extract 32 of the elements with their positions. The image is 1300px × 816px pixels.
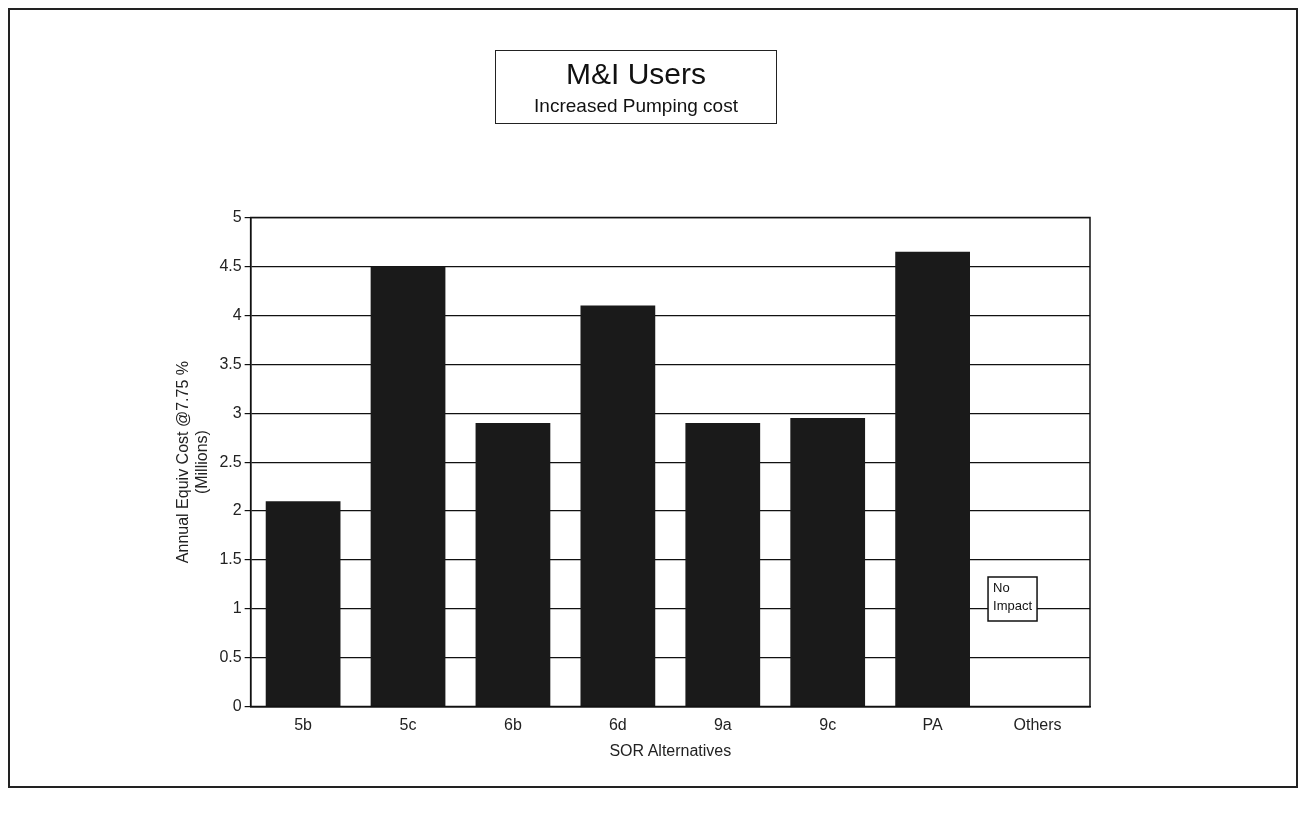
bar — [370, 266, 446, 706]
y-tick-label: 4 — [232, 305, 242, 323]
x-tick-label: 5c — [399, 715, 417, 733]
y-tick-label: 3.5 — [219, 354, 242, 372]
chart-title: M&I Users — [565, 57, 707, 91]
x-tick-label: 6b — [504, 715, 522, 733]
bar — [895, 251, 970, 706]
y-tick-label: 2 — [232, 501, 242, 519]
annotation: No Impact — [993, 580, 1033, 614]
x-tick-label: 9a — [713, 715, 732, 733]
x-axis-title: SOR Alternatives — [609, 741, 732, 759]
x-tick-label: 5b — [294, 715, 313, 733]
x-tick-label: Others — [1013, 715, 1062, 733]
y-tick-label: 0.5 — [219, 648, 242, 666]
bar — [580, 305, 656, 706]
y-tick-label: 4.5 — [219, 256, 242, 274]
y-tick-label: 1 — [232, 599, 242, 617]
y-tick-label: 1.5 — [219, 550, 242, 568]
y-tick-label: 2.5 — [219, 452, 242, 470]
bar — [790, 418, 866, 706]
y-tick-label: 3 — [232, 403, 242, 421]
page-frame: M&I Users Increased Pumping cost SOR Alternatives Annual Equiv Cost @7.75 % (Millions) 5b 5c 6b 6d 9a 9c PA Others 0 0.5 1 1.5 2 2.5 3 3.5 4 4.5 5 No Impact — [8, 8, 1298, 788]
x-tick-label: 6d — [608, 715, 627, 733]
x-tick-label: PA — [922, 715, 944, 733]
x-tick-label: 9c — [819, 715, 837, 733]
bar — [475, 422, 551, 706]
y-axis-title: Annual Equiv Cost @7.75 % (Millions) — [174, 361, 211, 564]
y-tick-label: 5 — [232, 208, 242, 226]
bar — [685, 422, 761, 706]
y-tick-label: 0 — [232, 697, 242, 715]
bar — [265, 501, 341, 706]
chart-subtitle: Increased Pumping cost — [533, 95, 739, 117]
